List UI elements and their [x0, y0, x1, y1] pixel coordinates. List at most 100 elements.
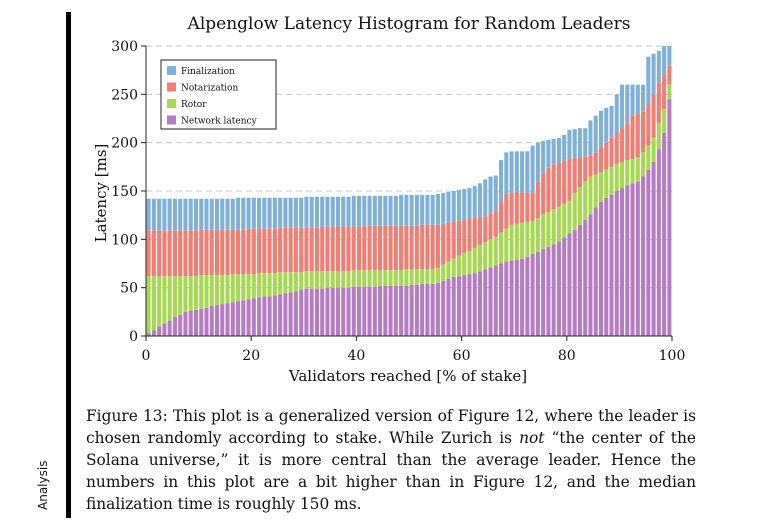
bar-rotor [267, 273, 272, 297]
bar-rotor [493, 236, 498, 266]
bar-network [288, 292, 293, 336]
bar-finalization [236, 197, 241, 230]
bar-finalization [567, 130, 572, 160]
bar-rotor [372, 270, 377, 287]
bar-finalization [325, 196, 330, 227]
bar-notarization [483, 216, 488, 243]
bar-rotor [335, 271, 341, 288]
bar-rotor [183, 276, 188, 312]
bar-finalization [378, 195, 383, 226]
bar-finalization [304, 196, 309, 228]
bar-rotor [525, 221, 530, 257]
bar-finalization [604, 107, 609, 143]
bar-network [562, 237, 567, 336]
bar-notarization [404, 225, 409, 270]
bar-finalization [314, 196, 319, 228]
bar-notarization [236, 229, 241, 275]
legend-swatch-notarization [167, 82, 176, 92]
bar-rotor [446, 261, 451, 279]
bar-notarization [314, 227, 319, 272]
bar-finalization [220, 198, 225, 230]
x-tick-label: 0 [142, 348, 151, 364]
bar-notarization [462, 220, 467, 253]
bar-network [504, 261, 509, 336]
bar-rotor [451, 258, 456, 278]
bar-rotor [577, 187, 582, 225]
bar-rotor [409, 269, 414, 285]
bar-network [472, 273, 477, 336]
bar-finalization [446, 191, 451, 223]
bar-network [656, 149, 661, 336]
bar-rotor [514, 223, 519, 260]
bar-network [314, 288, 319, 336]
bar-rotor [251, 274, 256, 299]
bar-rotor [188, 276, 193, 311]
bar-rotor [651, 137, 656, 162]
bar-notarization [635, 113, 640, 158]
bar-network [635, 181, 640, 336]
bar-network [662, 133, 667, 336]
bar-finalization [178, 198, 183, 231]
y-tick-label: 300 [111, 39, 138, 55]
bar-rotor [556, 206, 561, 242]
bar-notarization [199, 229, 204, 276]
figure-caption: Figure 13: This plot is a generalized ve… [86, 405, 696, 515]
x-axis-label: Validators reached [% of stake] [288, 367, 527, 385]
bar-rotor [193, 276, 198, 310]
bar-network [146, 333, 151, 336]
bar-notarization [225, 229, 230, 276]
side-label: Analysis [36, 460, 50, 510]
bar-notarization [172, 230, 177, 277]
bar-network [430, 283, 435, 336]
bar-network [325, 287, 330, 336]
bar-rotor [272, 273, 277, 296]
x-tick-label: 20 [242, 348, 260, 364]
bar-rotor [472, 248, 477, 274]
bar-finalization [404, 194, 409, 226]
bar-network [335, 287, 341, 336]
bar-notarization [541, 173, 546, 215]
bar-rotor [378, 270, 383, 286]
legend-box [160, 59, 277, 130]
bar-rotor [425, 269, 430, 284]
bar-notarization [525, 192, 530, 222]
bar-finalization [577, 128, 582, 158]
bar-notarization [409, 225, 414, 270]
bar-notarization [241, 229, 246, 275]
bar-notarization [567, 159, 572, 201]
bar-notarization [556, 162, 561, 207]
y-tick-label: 250 [111, 87, 138, 103]
bar-notarization [430, 224, 435, 270]
bar-notarization [488, 213, 493, 240]
bar-notarization [357, 226, 362, 271]
bar-network [577, 224, 582, 336]
bar-rotor [662, 108, 667, 133]
bar-finalization [520, 151, 525, 193]
bar-finalization [630, 84, 635, 116]
bar-finalization [367, 195, 372, 226]
bar-finalization [483, 179, 488, 217]
bar-rotor [309, 271, 314, 289]
bar-rotor [262, 273, 267, 297]
x-tick-label: 40 [347, 348, 365, 364]
bar-notarization [493, 210, 498, 237]
bar-notarization [167, 230, 172, 277]
bar-finalization [609, 105, 614, 138]
y-tick-label: 100 [111, 232, 138, 248]
bar-rotor [604, 169, 609, 198]
bar-notarization [509, 192, 514, 225]
bar-notarization [335, 226, 341, 272]
bar-rotor [362, 270, 367, 287]
bar-network [278, 294, 283, 336]
bar-rotor [535, 218, 540, 252]
bar-network [241, 300, 246, 336]
chart: 0 50 100 150 200 250 300 0 20 40 60 80 100 Finalizat… [92, 39, 685, 385]
bar-network [646, 169, 651, 336]
bar-rotor [530, 220, 535, 254]
bar-finalization [588, 120, 593, 156]
bar-finalization [335, 196, 341, 227]
bar-rotor [483, 242, 488, 270]
bar-notarization [320, 226, 325, 272]
caption-text-end: “the center of the Solana universe,” it … [86, 429, 696, 513]
bar-finalization [278, 197, 283, 228]
